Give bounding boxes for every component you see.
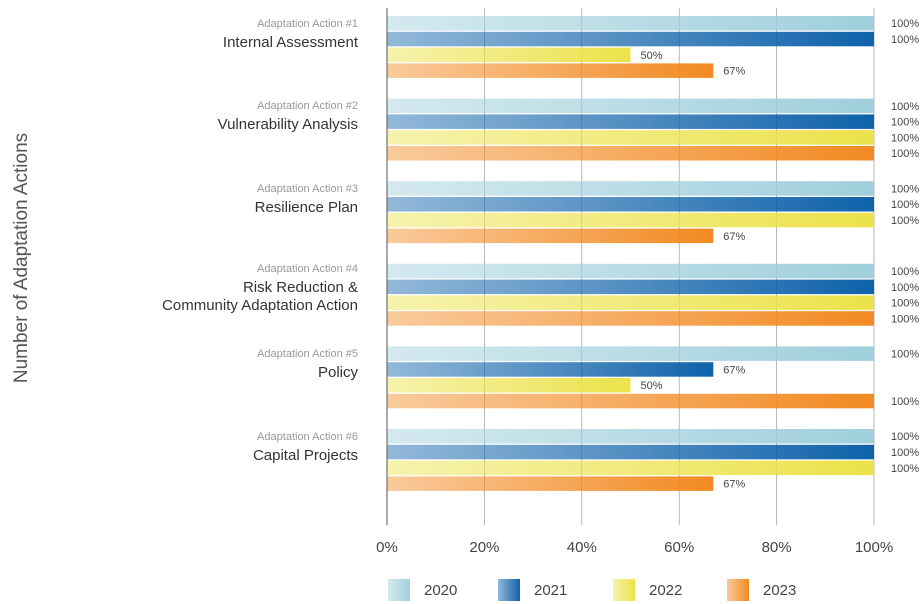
x-tick-label: 80% (762, 539, 792, 556)
bar (387, 146, 874, 161)
category-name: Internal Assessment (222, 33, 358, 51)
x-tick-label: 100% (855, 539, 893, 556)
bar (387, 47, 631, 63)
data-label: 67% (723, 231, 745, 243)
data-label: 100% (891, 447, 919, 459)
data-label: 67% (723, 66, 745, 78)
bar (387, 114, 874, 129)
data-label: 100% (891, 463, 919, 475)
data-label: 100% (891, 313, 919, 325)
bar (387, 130, 874, 145)
data-label: 100% (891, 132, 919, 144)
data-label: 100% (891, 282, 919, 294)
category-caption: Adaptation Action #4 (257, 263, 358, 276)
bar (387, 346, 874, 361)
data-label: 100% (891, 298, 919, 310)
x-tick-label: 0% (376, 539, 398, 556)
category-label: Adaptation Action #4 Risk Reduction & Com… (58, 263, 358, 315)
category-caption: Adaptation Action #5 (257, 348, 358, 360)
bar (387, 279, 874, 295)
bar (387, 311, 874, 326)
category-label: Adaptation Action #2 Vulnerability Analys… (58, 100, 358, 134)
data-label: 50% (641, 50, 663, 62)
category-caption: Adaptation Action #1 (257, 17, 358, 30)
category-caption: Adaptation Action #2 (257, 100, 358, 113)
bar (387, 378, 631, 393)
bar (387, 98, 874, 114)
legend-label: 2021 (534, 582, 567, 599)
legend-swatch (727, 579, 749, 601)
x-tick-label: 40% (567, 539, 597, 556)
data-label: 100% (891, 117, 919, 129)
category-name: Policy (317, 364, 358, 381)
bar (387, 393, 874, 409)
category-label: Adaptation Action #3 Resilience Plan (58, 183, 358, 217)
category-caption: Adaptation Action #6 (257, 430, 358, 443)
bar (387, 197, 874, 212)
category-label: Adaptation Action #5 Policy (58, 348, 358, 382)
bar (387, 476, 714, 491)
data-label: 100% (891, 148, 919, 160)
data-label: 100% (891, 34, 919, 46)
bar (387, 212, 874, 228)
data-label: 100% (891, 101, 919, 113)
category-name: Risk Reduction & Community Adaptation Ac… (162, 279, 358, 315)
data-label: 100% (891, 431, 919, 443)
data-label: 100% (891, 199, 919, 211)
data-label: 100% (891, 183, 919, 195)
data-label: 100% (891, 215, 919, 227)
bar (387, 181, 874, 196)
data-label: 100% (891, 266, 919, 278)
category-name: Vulnerability Analysis (217, 116, 358, 134)
bar (387, 16, 874, 31)
category-label: Adaptation Action #6 Capital Projects (58, 431, 358, 465)
legend-label: 2020 (424, 582, 457, 599)
legend-label: 2022 (649, 582, 682, 599)
y-axis-label: Number of Adaptation Actions (11, 133, 32, 383)
legend-label: 2023 (763, 582, 796, 599)
bar (387, 31, 874, 47)
bar (387, 63, 714, 78)
data-label: 50% (641, 380, 663, 392)
bar (387, 362, 714, 377)
category-caption: Adaptation Action #3 (257, 182, 358, 195)
data-label: 100% (891, 396, 919, 408)
x-tick-label: 20% (469, 539, 499, 556)
legend-swatch (388, 579, 410, 601)
data-label: 100% (891, 349, 919, 361)
category-label: Adaptation Action #1 Internal Assessment (58, 18, 358, 52)
bar (387, 460, 874, 476)
legend-swatch (613, 579, 635, 601)
bar (387, 295, 874, 310)
bar (387, 263, 874, 279)
data-label: 67% (723, 479, 745, 491)
bar (387, 228, 714, 244)
category-name: Capital Projects (252, 446, 358, 464)
legend-swatch (498, 579, 520, 601)
bar (387, 429, 874, 444)
data-label: 67% (723, 364, 745, 376)
data-label: 100% (891, 18, 919, 30)
category-name: Resilience Plan (254, 198, 358, 216)
x-tick-label: 60% (664, 539, 694, 556)
bar (387, 444, 874, 460)
